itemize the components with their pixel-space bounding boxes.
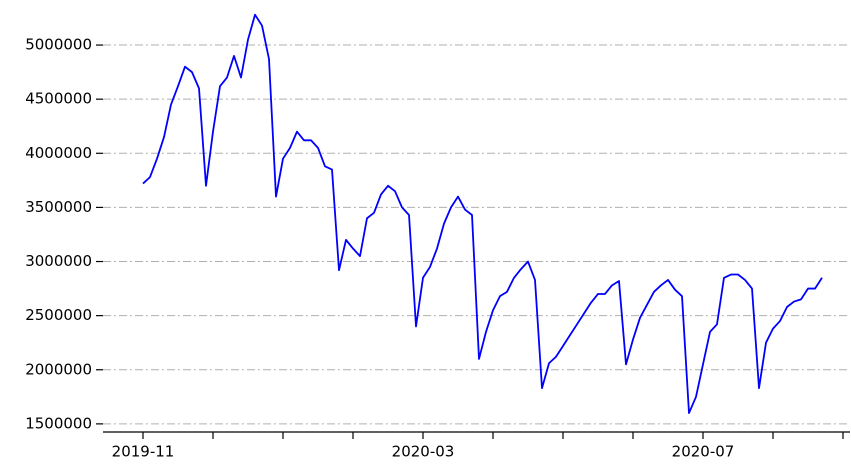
y-tick-label: 2000000 [25,360,92,378]
data-line [142,13,823,414]
y-tick-label: 4500000 [25,90,92,108]
y-tick-label: 4000000 [25,144,92,162]
y-tick-label: 3000000 [25,252,92,270]
y-tick-label: 5000000 [25,36,92,54]
x-tick-label: 2020-07 [672,443,735,461]
x-tick-label: 2019-11 [112,443,175,461]
y-tick-label: 2500000 [25,306,92,324]
y-tick-label: 3500000 [25,198,92,216]
x-tick-label: 2020-03 [392,443,455,461]
y-tick-label: 1500000 [25,414,92,432]
